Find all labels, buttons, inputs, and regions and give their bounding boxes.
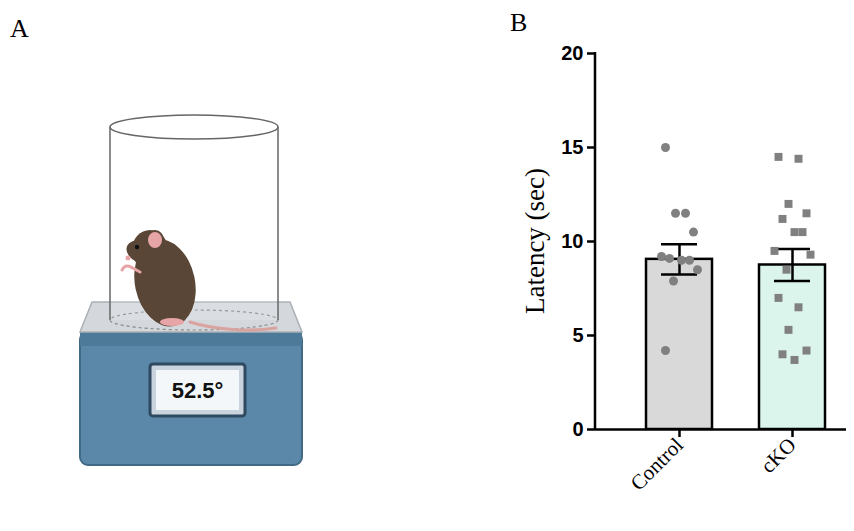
svg-text:0: 0 xyxy=(572,418,583,440)
html-text:A: A xyxy=(10,14,29,43)
svg-text:20: 20 xyxy=(561,42,583,64)
svg-text:15: 15 xyxy=(561,136,583,158)
html-text:B: B xyxy=(510,8,528,37)
svg-text:cKO: cKO xyxy=(756,433,801,478)
svg-text:5: 5 xyxy=(572,324,583,346)
svg-text:52.5°: 52.5° xyxy=(172,378,224,403)
svg-text:10: 10 xyxy=(561,230,583,252)
svg-text:Control: Control xyxy=(625,433,687,495)
html-text:Latency (sec): Latency (sec) xyxy=(520,167,550,315)
